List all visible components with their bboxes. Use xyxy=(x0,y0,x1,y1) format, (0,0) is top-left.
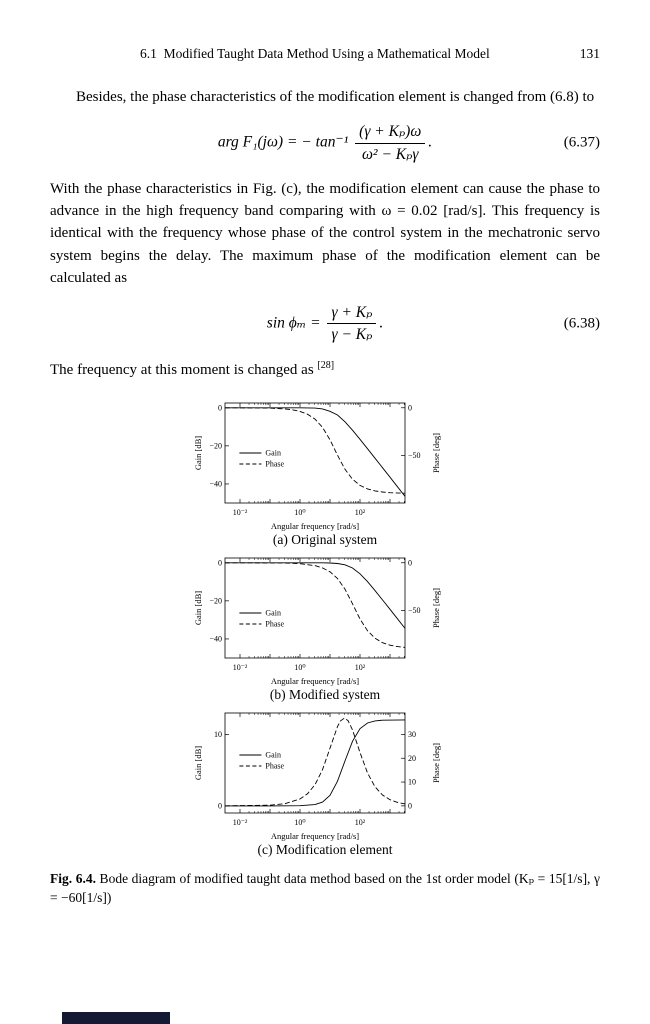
svg-text:Phase [deg]: Phase [deg] xyxy=(431,743,441,783)
bode-plot-original-system: 10⁻² 10⁰ 10² 0 −20 −40 0 −50 Gain [dB] Phase [deg… xyxy=(193,402,441,531)
bode-chart-modification-element: 10⁻² 10⁰ 10² 0 10 0 10 20 30 Gain [dB] Phase [deg]… xyxy=(50,707,600,858)
svg-text:−20: −20 xyxy=(209,441,222,450)
figure-6-4: 10⁻² 10⁰ 10² 0 −20 −40 0 −50 Gain [dB] Phase [deg… xyxy=(50,397,600,908)
fraction-numerator: (γ + Kₚ)ω xyxy=(355,122,426,144)
svg-text:10⁰: 10⁰ xyxy=(294,663,305,672)
figure-caption: Fig. 6.4. Bode diagram of modified taugh… xyxy=(50,870,600,908)
svg-text:10⁻²: 10⁻² xyxy=(233,508,248,517)
chart-caption-c: (c) Modification element xyxy=(257,841,393,857)
svg-text:Phase [deg]: Phase [deg] xyxy=(431,588,441,628)
svg-text:10⁻²: 10⁻² xyxy=(233,818,248,827)
svg-text:−50: −50 xyxy=(408,606,421,615)
page-number: 131 xyxy=(579,46,600,61)
bode-chart-original-system: 10⁻² 10⁰ 10² 0 −20 −40 0 −50 Gain [dB] Phase [deg… xyxy=(50,397,600,548)
svg-text:0: 0 xyxy=(408,558,412,567)
bode-plot-modification-element: 10⁻² 10⁰ 10² 0 10 0 10 20 30 Gain [dB] Phase [deg]… xyxy=(193,712,441,841)
paragraph-intro: Besides, the phase characteristics of th… xyxy=(76,89,595,105)
svg-text:Gain [dB]: Gain [dB] xyxy=(193,436,203,470)
svg-text:Angular frequency [rad/s]: Angular frequency [rad/s] xyxy=(271,831,359,841)
svg-text:10⁻²: 10⁻² xyxy=(233,663,248,672)
svg-text:10: 10 xyxy=(214,730,222,739)
svg-text:0: 0 xyxy=(408,801,412,810)
chart-caption-b: (b) Modified system xyxy=(269,686,381,702)
svg-text:−50: −50 xyxy=(408,451,421,460)
svg-text:Gain: Gain xyxy=(265,751,281,760)
paragraph-frequency: The frequency at this moment is changed … xyxy=(50,359,600,381)
paragraph-phase-characteristics: With the phase characteristics in Fig. (… xyxy=(50,180,600,286)
paragraph-frequency-text: The frequency at this moment is changed … xyxy=(50,361,318,378)
taskbar-fragment xyxy=(62,1012,170,1024)
figure-caption-text: Bode diagram of modified taught data met… xyxy=(50,870,600,905)
equation-6-37: arg F₁(jω) = − tan⁻¹ (γ + Kₚ)ω ω² − Kₚγ. … xyxy=(50,122,600,164)
running-head: 6.1 Modified Taught Data Method Using a … xyxy=(50,46,600,62)
svg-text:10⁰: 10⁰ xyxy=(294,818,305,827)
svg-text:Gain: Gain xyxy=(265,609,281,618)
svg-text:10²: 10² xyxy=(355,663,366,672)
svg-text:0: 0 xyxy=(408,403,412,412)
svg-text:30: 30 xyxy=(408,730,416,739)
equation-number: (6.38) xyxy=(563,315,600,332)
equation-6-38-fraction: γ + Kₚ γ − Kₚ xyxy=(327,303,377,345)
equation-6-37-lhs: arg F₁(jω) = − tan⁻¹ xyxy=(217,133,349,151)
bode-plot-modified-system: 10⁻² 10⁰ 10² 0 −20 −40 0 −50 Gain [dB] Phase [deg… xyxy=(193,557,441,686)
svg-text:Gain [dB]: Gain [dB] xyxy=(193,746,203,780)
equation-6-38-lhs: sin ϕₘ = xyxy=(266,314,321,332)
section-title: 6.1 Modified Taught Data Method Using a … xyxy=(140,46,490,61)
bode-chart-modified-system: 10⁻² 10⁰ 10² 0 −20 −40 0 −50 Gain [dB] Phase [deg… xyxy=(50,552,600,703)
svg-text:10²: 10² xyxy=(355,508,366,517)
chart-caption-a: (a) Original system xyxy=(272,531,378,547)
equation-number: (6.37) xyxy=(563,134,600,151)
svg-text:0: 0 xyxy=(218,801,222,810)
equation-6-37-fraction: (γ + Kₚ)ω ω² − Kₚγ xyxy=(355,122,426,164)
figure-caption-label: Fig. 6.4. xyxy=(50,870,96,886)
svg-text:0: 0 xyxy=(218,558,222,567)
fraction-denominator: γ − Kₚ xyxy=(331,326,373,344)
fraction-numerator: γ + Kₚ xyxy=(327,303,377,325)
svg-text:Phase: Phase xyxy=(265,620,284,629)
svg-text:Gain [dB]: Gain [dB] xyxy=(193,591,203,625)
svg-text:−40: −40 xyxy=(209,479,222,488)
svg-text:Angular frequency [rad/s]: Angular frequency [rad/s] xyxy=(271,521,359,531)
fraction-denominator: ω² − Kₚγ xyxy=(361,145,419,163)
equation-6-38: sin ϕₘ = γ + Kₚ γ − Kₚ. (6.38) xyxy=(50,303,600,345)
citation-28: [28] xyxy=(317,359,335,371)
svg-text:−40: −40 xyxy=(209,634,222,643)
svg-text:0: 0 xyxy=(218,403,222,412)
svg-text:Phase [deg]: Phase [deg] xyxy=(431,433,441,473)
svg-text:Angular frequency [rad/s]: Angular frequency [rad/s] xyxy=(271,676,359,686)
equation-6-37-tail: . xyxy=(428,133,433,151)
svg-text:10: 10 xyxy=(408,778,416,787)
svg-text:10²: 10² xyxy=(355,818,366,827)
equation-6-38-tail: . xyxy=(379,314,384,332)
svg-text:Gain: Gain xyxy=(265,449,281,458)
svg-text:Phase: Phase xyxy=(265,762,284,771)
svg-text:Phase: Phase xyxy=(265,460,284,469)
svg-text:−20: −20 xyxy=(209,596,222,605)
svg-text:10⁰: 10⁰ xyxy=(294,508,305,517)
svg-text:20: 20 xyxy=(408,754,416,763)
